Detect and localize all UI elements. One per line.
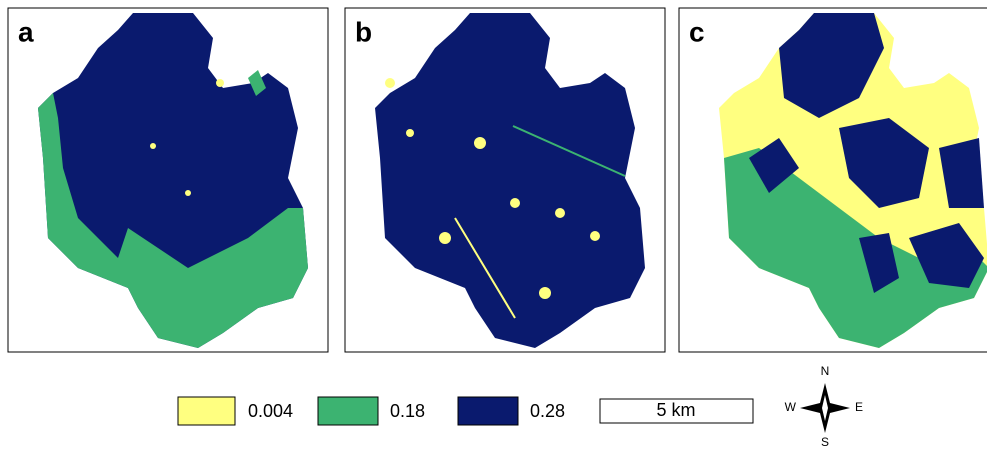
zone-yellow	[216, 79, 224, 87]
panel-label: a	[18, 16, 34, 47]
zone-yellow	[555, 208, 565, 218]
compass-east: E	[855, 400, 863, 414]
legend-swatch	[318, 397, 378, 425]
zone-yellow	[385, 78, 395, 88]
panel-label: b	[355, 16, 372, 47]
legend-swatch	[178, 397, 235, 425]
zone-yellow	[406, 129, 414, 137]
legend: 0.004 0.18 0.28	[178, 397, 565, 425]
panel-a: a	[8, 8, 328, 352]
panel-label: c	[689, 16, 705, 47]
compass-south: S	[821, 435, 829, 449]
zone-yellow	[590, 231, 600, 241]
zone-yellow	[510, 198, 520, 208]
panel-b: b	[345, 8, 665, 352]
figure: a b c 0.004	[0, 0, 987, 450]
compass-west: W	[785, 400, 797, 414]
zone-yellow	[185, 190, 191, 196]
compass-north: N	[821, 364, 830, 378]
legend-label: 0.28	[530, 401, 565, 421]
zone-yellow	[150, 143, 156, 149]
panel-c: c	[679, 8, 987, 352]
compass: N S E W	[785, 364, 863, 449]
zone-yellow	[439, 232, 451, 244]
zone-yellow	[474, 137, 486, 149]
scale-bar-label: 5 km	[656, 400, 695, 420]
zone-yellow	[539, 287, 551, 299]
legend-label: 0.004	[248, 401, 293, 421]
legend-swatch	[458, 397, 518, 425]
legend-label: 0.18	[390, 401, 425, 421]
